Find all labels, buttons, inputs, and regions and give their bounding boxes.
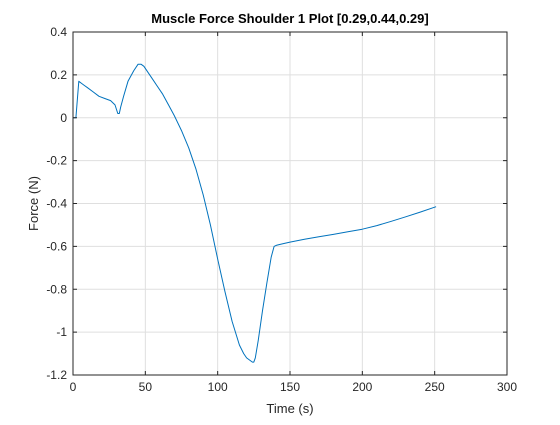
- ticks: 0 50 100 150 200 250 300 -1.2 -1 -0.8 -0.6 -0.4 -0.2…: [46, 25, 517, 394]
- x-tick-label: 300: [497, 380, 517, 394]
- y-tick-label: 0.4: [50, 25, 67, 39]
- y-tick-label: 0.2: [50, 68, 67, 82]
- series-layer: [73, 63, 437, 363]
- x-tick-label: 250: [425, 380, 445, 394]
- series-line: [73, 63, 437, 363]
- x-tick-label: 150: [280, 380, 300, 394]
- y-tick-label: -0.8: [46, 282, 67, 296]
- y-tick-label: -1.2: [46, 368, 67, 382]
- y-tick-label: -1: [56, 325, 67, 339]
- x-tick-label: 100: [208, 380, 228, 394]
- y-tick-label: -0.6: [46, 239, 67, 253]
- y-tick-label: 0: [60, 111, 67, 125]
- x-tick-label: 0: [70, 380, 77, 394]
- x-tick-label: 200: [352, 380, 372, 394]
- y-tick-label: -0.2: [46, 154, 67, 168]
- y-axis-label: Force (N): [26, 176, 41, 231]
- x-tick-label: 50: [139, 380, 153, 394]
- grid: [73, 32, 507, 375]
- y-tick-label: -0.4: [46, 197, 67, 211]
- x-axis-label: Time (s): [266, 401, 313, 416]
- chart-title: Muscle Force Shoulder 1 Plot [0.29,0.44,…: [151, 11, 428, 26]
